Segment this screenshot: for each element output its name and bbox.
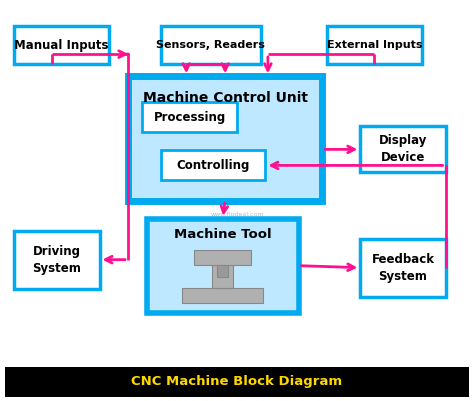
Text: External Inputs: External Inputs <box>327 40 422 50</box>
FancyBboxPatch shape <box>360 126 446 172</box>
Text: Driving
System: Driving System <box>32 245 82 275</box>
Text: www.flodeal.com: www.flodeal.com <box>210 212 264 217</box>
FancyBboxPatch shape <box>147 219 299 313</box>
Text: Machine Control Unit: Machine Control Unit <box>143 91 308 105</box>
Text: Display
Device: Display Device <box>379 134 427 164</box>
FancyBboxPatch shape <box>212 264 233 288</box>
Text: Feedback
System: Feedback System <box>372 253 434 283</box>
FancyBboxPatch shape <box>14 231 100 289</box>
FancyBboxPatch shape <box>194 250 251 265</box>
Text: Sensors, Readers: Sensors, Readers <box>156 40 265 50</box>
FancyBboxPatch shape <box>5 367 469 397</box>
FancyBboxPatch shape <box>182 288 263 303</box>
FancyBboxPatch shape <box>14 26 109 64</box>
FancyBboxPatch shape <box>142 102 237 132</box>
FancyBboxPatch shape <box>360 239 446 297</box>
FancyBboxPatch shape <box>217 265 228 277</box>
Text: CNC Machine Block Diagram: CNC Machine Block Diagram <box>131 375 343 389</box>
FancyBboxPatch shape <box>327 26 422 64</box>
Text: Machine Tool: Machine Tool <box>174 228 272 241</box>
FancyBboxPatch shape <box>128 76 322 200</box>
Text: Manual Inputs: Manual Inputs <box>14 38 109 52</box>
Text: Controlling: Controlling <box>177 159 250 172</box>
FancyBboxPatch shape <box>161 26 261 64</box>
Text: Processing: Processing <box>154 111 226 124</box>
FancyBboxPatch shape <box>161 150 265 180</box>
